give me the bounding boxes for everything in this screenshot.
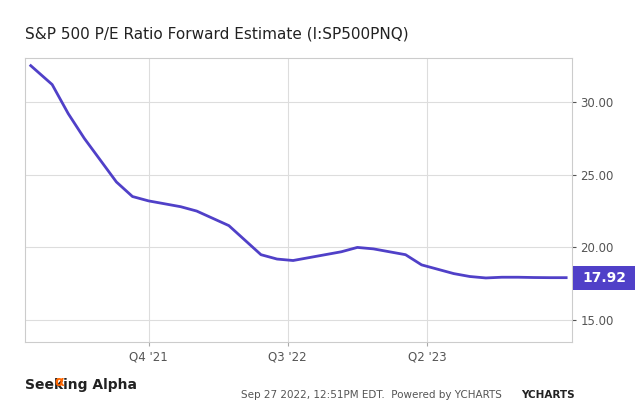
Text: Sep 27 2022, 12:51PM EDT.  Powered by YCHARTS: Sep 27 2022, 12:51PM EDT. Powered by YCH…	[241, 390, 502, 400]
Text: 17.92: 17.92	[582, 271, 627, 285]
Text: YCHARTS: YCHARTS	[521, 390, 574, 400]
Text: S&P 500 P/E Ratio Forward Estimate (I:SP500PNQ): S&P 500 P/E Ratio Forward Estimate (I:SP…	[25, 27, 409, 42]
Text: Seeking Alpha: Seeking Alpha	[25, 378, 137, 392]
Text: α: α	[54, 374, 64, 389]
